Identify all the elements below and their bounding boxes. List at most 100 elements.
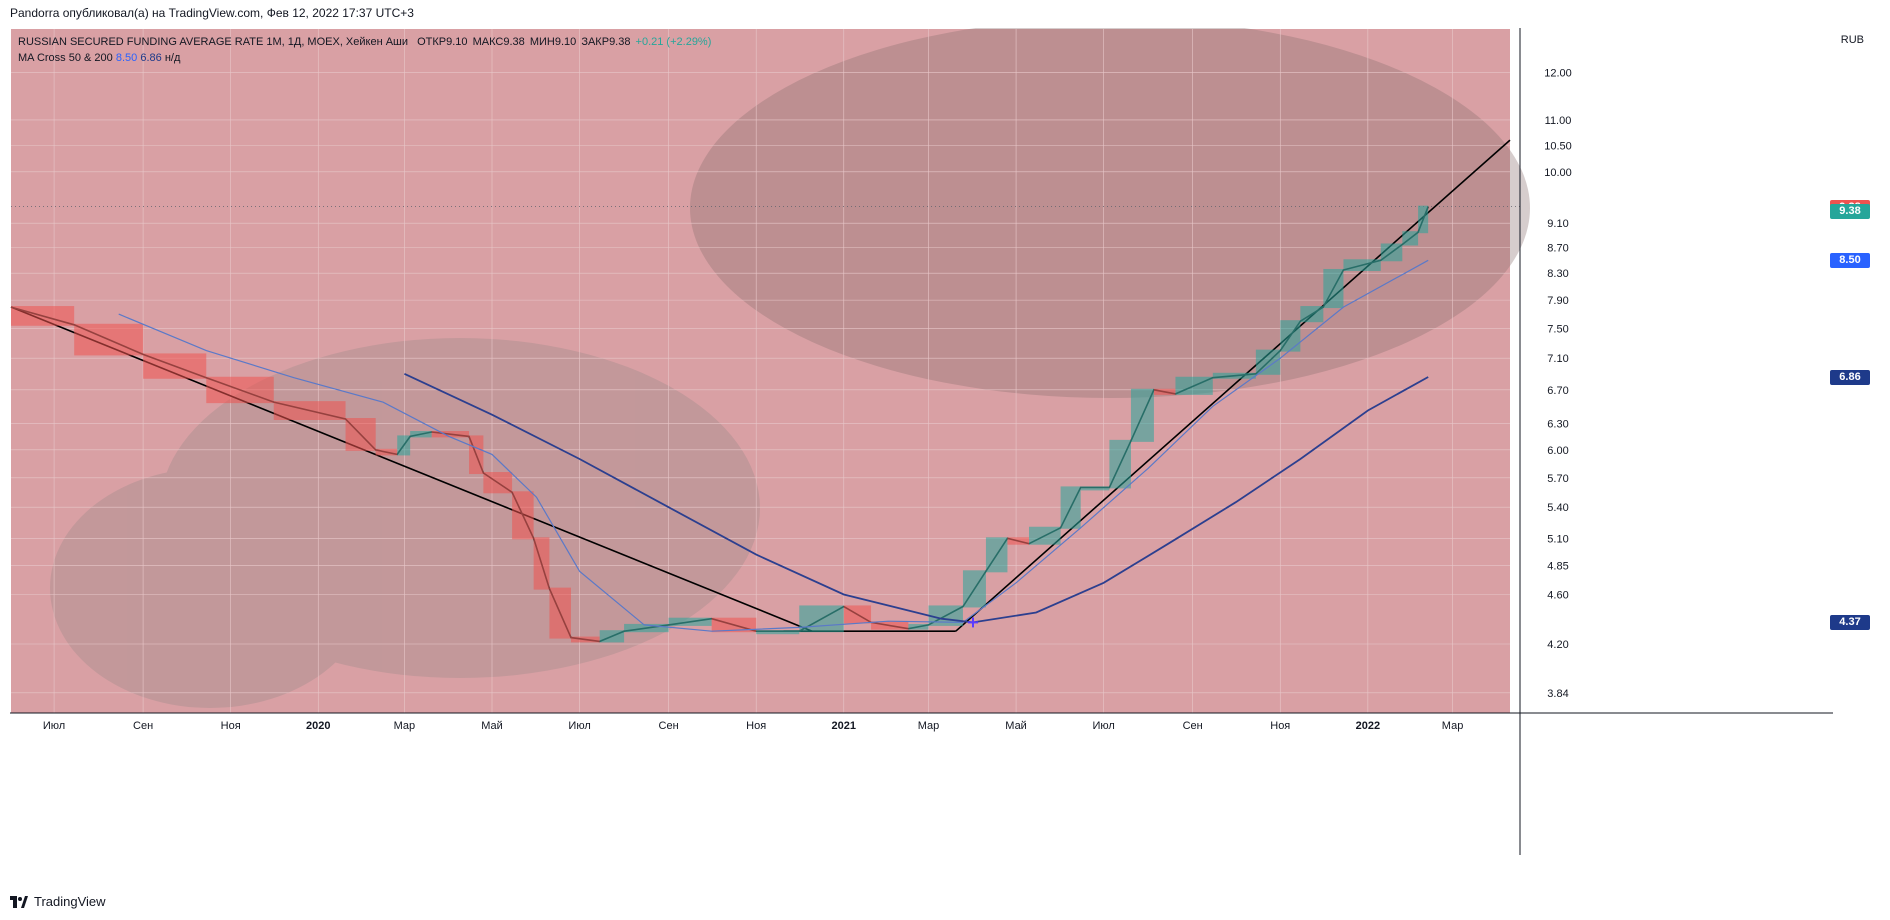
y-tick-label: 5.70 <box>1547 473 1568 485</box>
candle-segment <box>1060 486 1081 529</box>
y-tick-label: 11.00 <box>1545 115 1572 127</box>
shadow-shape <box>50 468 370 708</box>
candle-segment <box>345 418 376 451</box>
close-label: ЗАКР <box>581 36 610 48</box>
candle-segment <box>799 605 844 633</box>
open-value: 9.10 <box>446 36 468 48</box>
candle-segment <box>375 448 398 456</box>
ma-fast-series <box>118 259 1429 632</box>
candle-segment <box>1080 486 1110 491</box>
price-tag: 4.37 <box>1830 615 1870 631</box>
candle-segment <box>624 623 669 633</box>
x-tick-label: Май <box>1005 720 1027 732</box>
price-tag: 6.86 <box>1830 369 1870 385</box>
candle-segment <box>1255 349 1281 375</box>
x-tick-label: Мар <box>394 720 416 732</box>
x-tick-label: 2020 <box>306 720 330 732</box>
x-tick-label: 2021 <box>832 720 856 732</box>
x-tick-label: Мар <box>1442 720 1464 732</box>
candle-segment <box>1212 372 1256 379</box>
x-tick-label: Июл <box>43 720 65 732</box>
publish-caption: Pandorra опубликовал(а) на TradingView.c… <box>10 6 414 20</box>
legend: RUSSIAN SECURED FUNDING AVERAGE RATE 1M,… <box>18 34 711 66</box>
ma-slow-value: 6.86 <box>140 52 162 64</box>
price-tag: 8.50 <box>1830 253 1870 269</box>
grid-lines <box>11 29 1520 713</box>
y-tick-label: 7.90 <box>1547 295 1568 307</box>
candle-segment <box>1380 243 1403 262</box>
candle-segment <box>1028 526 1061 545</box>
price-chart[interactable]: Июл Сен Ноя 2020 Мар Май Июл Сен Ноя 2021 Мар Май Ию… <box>10 28 1833 855</box>
y-tick-label: 3.84 <box>1547 688 1568 700</box>
candle-segment <box>1402 231 1419 246</box>
y-tick-label: 8.70 <box>1547 243 1568 255</box>
y-axis: 12.00 11.00 10.50 10.00 9.10 8.70 8.30 7.90 7.50… <box>1519 28 1572 855</box>
y-tick-label: 4.20 <box>1547 639 1568 651</box>
candle-segment <box>533 537 550 590</box>
y-tick-label: 10.00 <box>1544 167 1572 179</box>
x-tick-label: Май <box>481 720 503 732</box>
candle-segment <box>1153 388 1176 395</box>
y-tick-label: 6.30 <box>1547 418 1568 430</box>
candle-segment <box>143 353 207 379</box>
candle-segment <box>483 472 513 494</box>
ma-fast-value: 8.50 <box>115 52 138 64</box>
candle-segment <box>74 323 144 356</box>
candle-segment <box>756 630 800 635</box>
y-tick-label: 8.30 <box>1547 268 1568 280</box>
candle-segment <box>397 435 411 456</box>
candle-segment <box>1109 439 1131 489</box>
y-tick-label: 5.10 <box>1547 533 1568 545</box>
candle-segment <box>1007 537 1029 545</box>
y-tick-label: 5.40 <box>1547 502 1568 514</box>
x-tick-label: Сен <box>1183 720 1203 732</box>
y-tick-label: 12.00 <box>1544 68 1572 80</box>
candle-segment <box>431 431 470 438</box>
y-tick-label: 10.50 <box>1544 140 1572 152</box>
y-tick-label: 4.60 <box>1547 589 1568 601</box>
candle-segment <box>1418 205 1429 234</box>
candle-segment <box>1323 268 1344 309</box>
y-tick-label: 4.85 <box>1547 561 1568 573</box>
y-tick-label: 7.50 <box>1547 323 1568 335</box>
candle-segment <box>273 401 346 421</box>
x-axis: Июл Сен Ноя 2020 Мар Май Июл Сен Ноя 2021 Мар Май Ию… <box>10 712 1833 732</box>
candle-segment <box>1130 388 1154 442</box>
y-tick-label: 6.70 <box>1547 385 1568 397</box>
high-value: 9.38 <box>503 36 525 48</box>
symbol-name[interactable]: RUSSIAN SECURED FUNDING AVERAGE RATE 1M,… <box>18 36 409 48</box>
close-value: 9.38 <box>609 36 631 48</box>
x-tick-label: Ноя <box>746 720 766 732</box>
x-tick-label: Ноя <box>221 720 241 732</box>
candle-segment <box>668 617 712 626</box>
candle-segment <box>206 376 274 404</box>
x-tick-label: Сен <box>133 720 153 732</box>
candle-segment <box>599 630 625 643</box>
candle-segment <box>1175 376 1213 395</box>
tradingview-logo-icon <box>10 895 28 908</box>
candle-segment <box>512 491 534 540</box>
y-tick-label: 6.00 <box>1547 445 1568 457</box>
change-value: +0.21 (+2.29%) <box>635 36 712 48</box>
candle-segment <box>843 605 872 624</box>
currency-label: RUB <box>1840 34 1864 46</box>
low-value: 9.10 <box>554 36 577 48</box>
candle-segment <box>962 570 986 608</box>
y-tick-label: 7.10 <box>1547 353 1568 365</box>
x-tick-label: Июл <box>1092 720 1114 732</box>
candle-segment <box>570 636 600 643</box>
low-label: МИН <box>529 36 555 48</box>
series-layer <box>10 205 1429 643</box>
x-tick-label: Мар <box>918 720 940 732</box>
y-tick-label: 9.10 <box>1547 218 1568 230</box>
legend-indicator-row: MA Cross 50 & 200 8.50 6.86 н/д <box>18 50 711 66</box>
x-tick-label: Ноя <box>1270 720 1290 732</box>
x-tick-label: Сен <box>659 720 679 732</box>
indicator-name[interactable]: MA Cross 50 & 200 <box>18 52 113 64</box>
candle-segment <box>985 537 1008 573</box>
candle-segment <box>549 587 571 639</box>
x-tick-label: Июл <box>568 720 590 732</box>
candle-segment <box>1280 320 1301 352</box>
tradingview-logo[interactable]: TradingView <box>10 894 106 909</box>
trendline <box>955 139 1511 632</box>
